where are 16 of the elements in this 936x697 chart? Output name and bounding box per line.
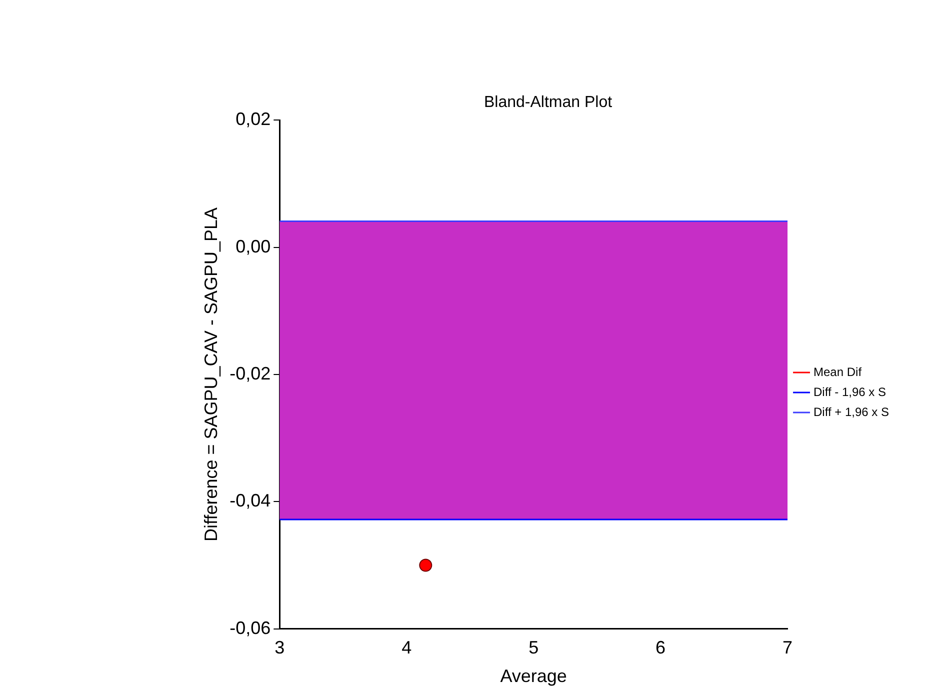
legend-label: Diff + 1,96 x S: [814, 404, 890, 419]
legend-label: Mean Dif: [814, 364, 862, 379]
y-tick-label: -0,04: [230, 490, 271, 511]
x-tick-label: 3: [274, 638, 285, 658]
x-tick-label: 5: [528, 638, 539, 658]
y-tick-label: 0,00: [236, 236, 271, 256]
x-tick-label: 4: [402, 638, 412, 658]
x-axis-title: Average: [500, 666, 567, 686]
x-tick-label: 7: [782, 638, 793, 658]
y-tick-label: 0,02: [236, 109, 271, 130]
x-tick-label: 6: [656, 638, 666, 658]
y-axis-title: Difference = SAGPU_CAV - SAGPU_PLA: [200, 208, 221, 542]
legend-label: Diff - 1,96 x S: [814, 384, 886, 399]
y-tick-label: -0,06: [230, 618, 271, 638]
y-tick-label: -0,02: [230, 363, 271, 384]
chart-title: Bland-Altman Plot: [484, 94, 613, 112]
